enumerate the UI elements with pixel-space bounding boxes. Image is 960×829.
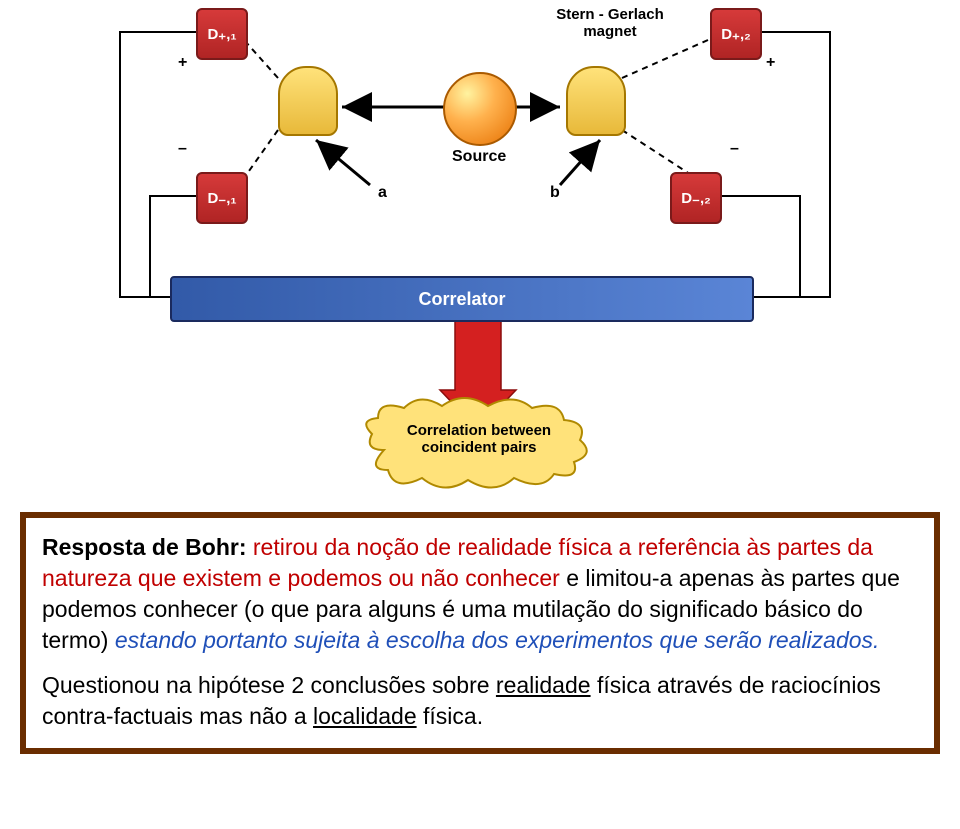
sg-label-line1: Stern - Gerlach xyxy=(556,6,664,23)
stern-gerlach-left xyxy=(278,66,338,136)
correlation-cloud: Correlation between coincident pairs xyxy=(364,400,594,488)
source-sphere xyxy=(443,72,517,146)
detector-d-plus-2: D₊,₂ xyxy=(710,8,762,60)
detector-label: D₊,₁ xyxy=(207,25,236,43)
minus-right: – xyxy=(730,140,739,158)
detector-label: D₊,₂ xyxy=(721,25,751,43)
source-label: Source xyxy=(452,148,506,166)
paragraph-1: Resposta de Bohr: retirou da noção de re… xyxy=(42,532,918,656)
sg-label-line2: magnet xyxy=(583,23,636,40)
p1-prefix: Resposta de Bohr: xyxy=(42,534,246,560)
response-textbox: Resposta de Bohr: retirou da noção de re… xyxy=(20,512,940,754)
p2-localidade: localidade xyxy=(313,703,417,729)
p1-blue: estando portanto sujeita à escolha dos e… xyxy=(115,627,880,653)
correlator-box: Correlator xyxy=(170,276,754,322)
stern-gerlach-label: Stern - Gerlach magnet xyxy=(530,6,690,40)
correlator-label: Correlator xyxy=(418,289,505,309)
plus-right: + xyxy=(766,54,775,72)
detector-d-minus-2: D₋,₂ xyxy=(670,172,722,224)
paragraph-2: Questionou na hipótese 2 conclusões sobr… xyxy=(42,670,918,732)
label-a: a xyxy=(378,184,387,202)
p2-a: Questionou na hipótese 2 conclusões sobr… xyxy=(42,672,496,698)
p2-c: física. xyxy=(417,703,483,729)
detector-label: D₋,₁ xyxy=(207,189,236,207)
label-b: b xyxy=(550,184,560,202)
p2-realidade: realidade xyxy=(496,672,591,698)
detector-d-minus-1: D₋,₁ xyxy=(196,172,248,224)
minus-left: – xyxy=(178,140,187,158)
cloud-line2: coincident pairs xyxy=(421,439,536,456)
plus-left: + xyxy=(178,54,187,72)
cloud-line1: Correlation between xyxy=(407,422,551,439)
detector-label: D₋,₂ xyxy=(681,189,711,207)
detector-d-plus-1: D₊,₁ xyxy=(196,8,248,60)
stern-gerlach-right xyxy=(566,66,626,136)
epr-diagram: D₊,₁ D₊,₂ D₋,₁ D₋,₂ Stern - Gerlach magn… xyxy=(0,0,960,500)
